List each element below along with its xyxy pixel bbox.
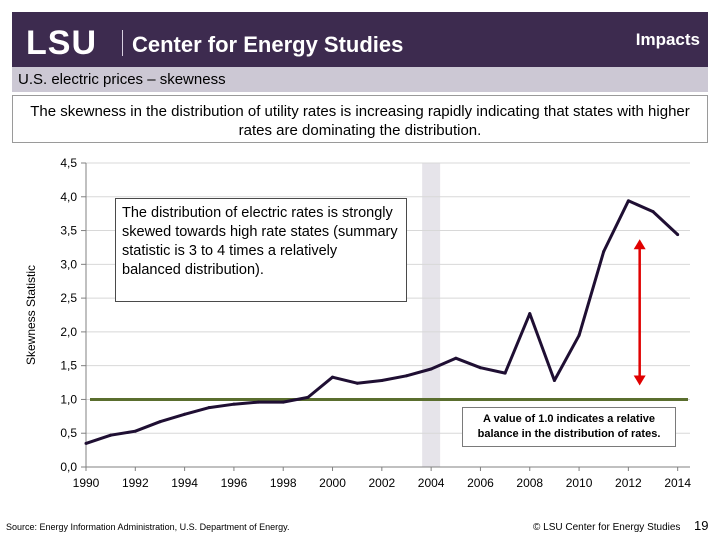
x-tick-label: 1990 xyxy=(73,476,100,490)
data-point xyxy=(602,249,606,253)
data-point xyxy=(331,375,335,379)
x-tick-label: 2006 xyxy=(467,476,494,490)
y-axis-label: Skewness Statistic xyxy=(24,265,38,365)
y-tick-label: 0,0 xyxy=(60,460,77,474)
x-tick-label: 1996 xyxy=(221,476,248,490)
highlight-band xyxy=(422,163,441,467)
y-tick-label: 4,5 xyxy=(60,156,77,170)
data-point xyxy=(183,412,187,416)
intro-text: The skewness in the distribution of util… xyxy=(12,95,708,143)
header-bar: LSU Center for Energy Studies Impacts xyxy=(12,12,708,67)
data-point xyxy=(133,429,137,433)
y-tick-label: 0,5 xyxy=(60,426,77,440)
y-tick-label: 3,5 xyxy=(60,224,77,238)
y-tick-label: 2,0 xyxy=(60,325,77,339)
x-tick-label: 2010 xyxy=(566,476,593,490)
x-tick-label: 2014 xyxy=(664,476,691,490)
reference-note: A value of 1.0 indicates a relative bala… xyxy=(462,407,676,447)
x-tick-label: 1992 xyxy=(122,476,149,490)
x-tick-label: 2002 xyxy=(368,476,395,490)
y-tick-label: 3,0 xyxy=(60,257,77,271)
data-point xyxy=(478,366,482,370)
data-point xyxy=(404,374,408,378)
data-point xyxy=(109,433,113,437)
subtitle-bar: U.S. electric prices – skewness xyxy=(12,67,708,92)
data-point xyxy=(429,367,433,371)
x-tick-label: 2012 xyxy=(615,476,642,490)
y-tick-label: 4,0 xyxy=(60,190,77,204)
data-point xyxy=(306,395,310,399)
arrow-head-bottom xyxy=(633,375,646,386)
copyright: © LSU Center for Energy Studies xyxy=(533,522,681,533)
data-point xyxy=(84,441,88,445)
x-tick-label: 2008 xyxy=(516,476,543,490)
data-point xyxy=(257,400,261,404)
data-point xyxy=(503,371,507,375)
y-tick-label: 2,5 xyxy=(60,291,77,305)
data-point xyxy=(552,379,556,383)
y-tick-label: 1,5 xyxy=(60,359,77,373)
data-point xyxy=(281,400,285,404)
data-point xyxy=(232,402,236,406)
logo-divider xyxy=(122,30,123,56)
slide-subtitle: U.S. electric prices – skewness xyxy=(18,71,226,88)
source-note: Source: Energy Information Administratio… xyxy=(6,522,290,532)
arrow-head-top xyxy=(633,239,646,250)
data-point xyxy=(158,420,162,424)
data-point xyxy=(207,406,211,410)
section-title: Impacts xyxy=(635,30,700,49)
data-point xyxy=(577,333,581,337)
x-tick-label: 1994 xyxy=(171,476,198,490)
x-tick-label: 1998 xyxy=(270,476,297,490)
callout-box: The distribution of electric rates is st… xyxy=(115,198,407,302)
data-point xyxy=(651,210,655,214)
data-point xyxy=(380,379,384,383)
lsu-logo: LSU xyxy=(26,24,97,62)
x-tick-label: 2004 xyxy=(418,476,445,490)
page-number: 19 xyxy=(694,518,709,533)
data-point xyxy=(626,199,630,203)
data-point xyxy=(355,381,359,385)
org-name: Center for Energy Studies xyxy=(132,32,404,57)
data-point xyxy=(528,312,532,316)
data-point xyxy=(454,356,458,360)
x-tick-label: 2000 xyxy=(319,476,346,490)
y-tick-label: 1,0 xyxy=(60,392,77,406)
data-point xyxy=(676,233,680,237)
